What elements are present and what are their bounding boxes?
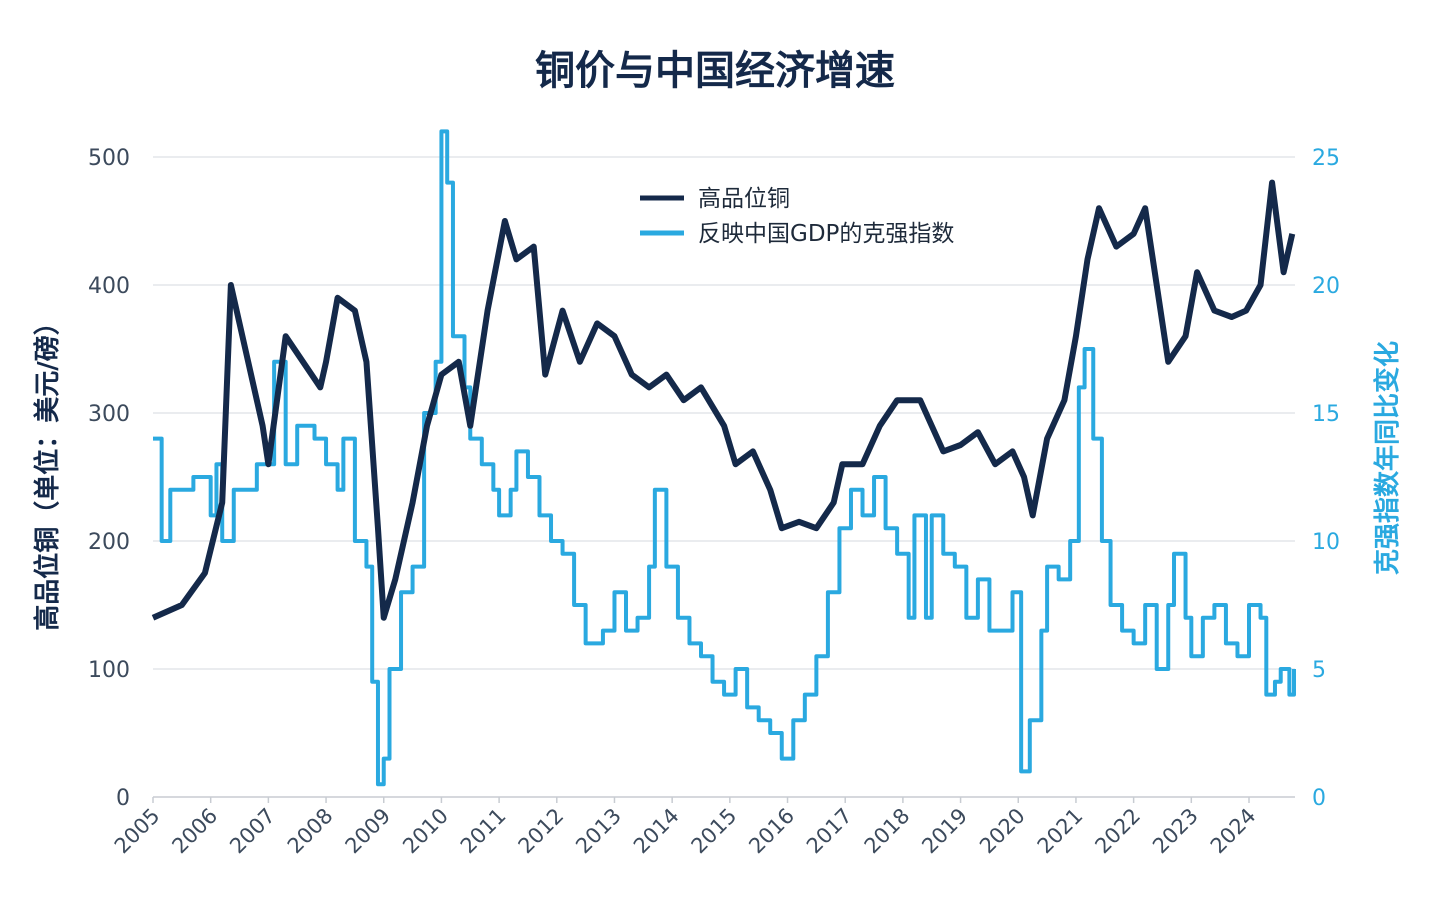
- series-line-copper: [151, 179, 1296, 621]
- legend-label: 高品位铜: [698, 186, 790, 212]
- y-tick-label: 100: [88, 658, 130, 683]
- x-tick-label: 2019: [917, 804, 972, 859]
- y-tick-label: 500: [88, 146, 130, 171]
- x-tick-label: 2014: [629, 804, 684, 859]
- x-tick-label: 2016: [744, 804, 799, 859]
- x-tick-label: 2008: [283, 804, 338, 859]
- x-tick-label: 2011: [456, 804, 511, 859]
- x-tick-label: 2007: [225, 804, 280, 859]
- y-tick-label: 0: [116, 786, 130, 811]
- chart-title: 铜价与中国经济增速: [535, 48, 895, 94]
- x-tick-label: 2013: [571, 804, 626, 859]
- x-tick-label: 2023: [1148, 804, 1203, 859]
- y-tick-label: 300: [88, 402, 130, 427]
- y2-tick-label: 20: [1312, 274, 1340, 299]
- y-axis-label: 高品位铜（单位：美元/磅）: [32, 309, 63, 631]
- series-line-keqiang: [153, 129, 1296, 787]
- x-tick-label: 2024: [1206, 804, 1261, 859]
- x-tick-label: 2005: [110, 804, 165, 859]
- y-tick-label: 200: [88, 530, 130, 555]
- x-tick-label: 2021: [1033, 804, 1088, 859]
- y2-tick-label: 25: [1312, 146, 1340, 171]
- y2-tick-label: 0: [1312, 786, 1326, 811]
- y2-axis-label: 克强指数年同比变化: [1372, 341, 1403, 575]
- x-tick-label: 2022: [1090, 804, 1145, 859]
- x-tick-label: 2012: [514, 804, 569, 859]
- x-tick-label: 2009: [341, 804, 396, 859]
- x-tick-label: 2010: [398, 804, 453, 859]
- x-tick-label: 2017: [802, 804, 857, 859]
- x-tick-label: 2018: [860, 804, 915, 859]
- x-tick-label: 2015: [687, 804, 742, 859]
- x-tick-label: 2006: [167, 804, 222, 859]
- legend-label: 反映中国GDP的克强指数: [698, 221, 954, 247]
- x-tick-label: 2020: [975, 804, 1030, 859]
- y2-tick-label: 5: [1312, 658, 1326, 683]
- y2-tick-label: 15: [1312, 402, 1340, 427]
- y2-tick-label: 10: [1312, 530, 1340, 555]
- y-tick-label: 400: [88, 274, 130, 299]
